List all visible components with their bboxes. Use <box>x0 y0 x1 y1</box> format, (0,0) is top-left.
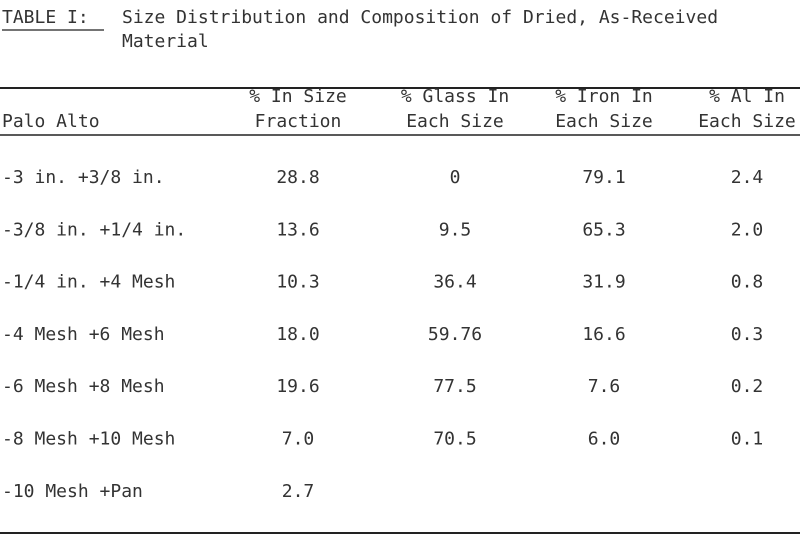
column-header: Palo Alto <box>2 111 100 132</box>
table-cell: 2.4 <box>731 167 764 188</box>
table-cell: 19.6 <box>276 376 319 397</box>
table-cell: 0.1 <box>731 429 764 450</box>
column-header: % Al In <box>709 86 785 107</box>
table-cell: 65.3 <box>582 219 625 240</box>
table-cell: 0.2 <box>731 376 764 397</box>
column-header: Each Size <box>698 111 796 132</box>
table-label: TABLE I: <box>2 7 89 28</box>
row-label: -4 Mesh +6 Mesh <box>2 324 165 345</box>
table-cell: 0.3 <box>731 324 764 345</box>
table-title: Size Distribution and Composition of Dri… <box>122 7 718 28</box>
table-cell: 0.8 <box>731 272 764 293</box>
table-cell: 70.5 <box>433 429 476 450</box>
column-header: % Iron In <box>555 86 653 107</box>
column-header: % In Size <box>249 86 347 107</box>
table-cell: 31.9 <box>582 272 625 293</box>
row-label: -6 Mesh +8 Mesh <box>2 376 165 397</box>
row-label: -3/8 in. +1/4 in. <box>2 219 186 240</box>
row-label: -3 in. +3/8 in. <box>2 167 165 188</box>
row-label: -8 Mesh +10 Mesh <box>2 429 175 450</box>
table-cell: 9.5 <box>439 219 472 240</box>
table-cell: 77.5 <box>433 376 476 397</box>
table-cell: 13.6 <box>276 219 319 240</box>
table-title: Material <box>122 31 209 52</box>
row-label: -1/4 in. +4 Mesh <box>2 272 175 293</box>
table-cell: 28.8 <box>276 167 319 188</box>
table-cell: 7.6 <box>588 376 621 397</box>
table-cell: 2.7 <box>282 481 315 502</box>
table-cell: 18.0 <box>276 324 319 345</box>
table-cell: 59.76 <box>428 324 482 345</box>
column-header: Each Size <box>555 111 653 132</box>
table-cell: 36.4 <box>433 272 476 293</box>
table-cell: 2.0 <box>731 219 764 240</box>
table-cell: 16.6 <box>582 324 625 345</box>
table-cell: 7.0 <box>282 429 315 450</box>
column-header: Fraction <box>255 111 342 132</box>
table-cell: 79.1 <box>582 167 625 188</box>
table-cell: 0 <box>450 167 461 188</box>
column-header: Each Size <box>406 111 504 132</box>
row-label: -10 Mesh +Pan <box>2 481 143 502</box>
column-header: % Glass In <box>401 86 509 107</box>
table-cell: 6.0 <box>588 429 621 450</box>
table-cell: 10.3 <box>276 272 319 293</box>
